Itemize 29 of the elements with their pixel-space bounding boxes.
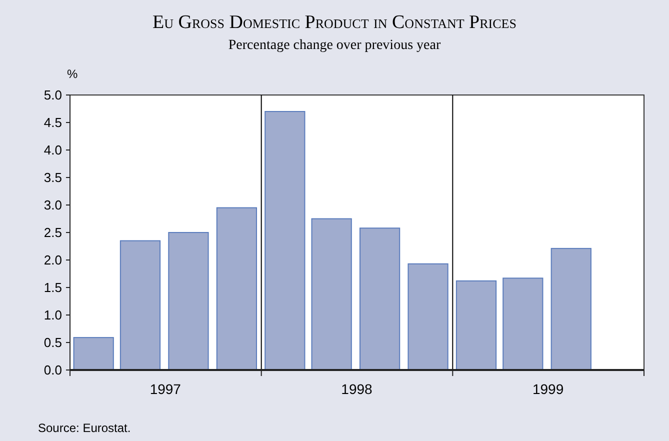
x-tick-label: 1997 (150, 381, 182, 397)
bar (502, 278, 544, 370)
y-tick-label: 1.0 (44, 308, 62, 323)
bar (359, 228, 400, 370)
bar (168, 232, 209, 370)
y-tick-label: 3.0 (44, 198, 62, 213)
y-tick-label: 2.0 (44, 252, 62, 268)
y-tick-label: 4.0 (44, 142, 62, 158)
x-tick-label: 1999 (532, 381, 564, 397)
bar (456, 280, 497, 370)
y-tick-label: 2.5 (44, 225, 62, 240)
bar (550, 248, 592, 370)
chart-subtitle: Percentage change over previous year (228, 38, 441, 53)
bar (264, 111, 306, 370)
y-tick-label: 1.5 (44, 280, 62, 296)
y-tick-label: 3.5 (44, 170, 62, 186)
bar (408, 263, 448, 370)
chart-title: Eu Gross Domestic Product in Constant Prices (152, 12, 516, 33)
bar (120, 240, 161, 370)
y-tick-label: 0.5 (44, 335, 62, 350)
x-tick-label: 1998 (341, 381, 373, 397)
bar (311, 218, 352, 370)
y-axis-title: % (67, 67, 78, 81)
y-tick-label: 5.0 (44, 88, 62, 103)
bar (73, 337, 114, 370)
y-tick-label: 4.5 (44, 115, 62, 130)
y-tick-label: 0.0 (44, 362, 62, 378)
bar (216, 207, 258, 370)
source-note: Source: Eurostat. (38, 421, 131, 435)
